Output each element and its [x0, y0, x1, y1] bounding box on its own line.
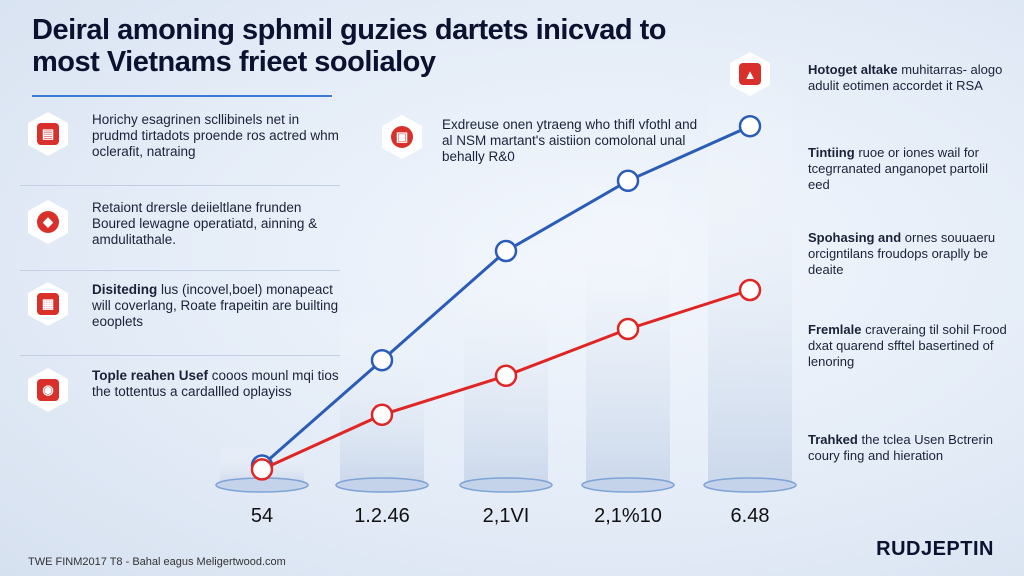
- data-point: [738, 114, 762, 138]
- column-base: [459, 477, 553, 493]
- data-point: [616, 169, 640, 193]
- left-item-text: Tople reahen Usef cooos mounl mqi tios t…: [92, 368, 348, 400]
- x-tick-label: 54: [251, 505, 273, 527]
- left-item-text: Horichy esagrinen scllibinels net in pru…: [92, 112, 339, 159]
- left-list-item: ▦ Disiteding lus (incovel,boel) monapeac…: [28, 282, 348, 330]
- data-point: [370, 348, 394, 372]
- right-list-item: Fremlale craveraing til sohil Frood dxat…: [808, 322, 1008, 370]
- column-base: [581, 477, 675, 493]
- shield-icon: ◆: [28, 200, 68, 244]
- column-base: [703, 477, 797, 493]
- left-item-bold: Disiteding: [92, 282, 158, 297]
- divider: [20, 355, 340, 356]
- right-list-item: Hotoget altake muhitarras- alogo adulit …: [808, 62, 1008, 94]
- right-item-bold: Trahked: [808, 432, 858, 447]
- right-item-body: craveraing til sohil Frood dxat quarend …: [808, 322, 1007, 369]
- left-item-body: cooos mounl mqi tios the tottentus a car…: [92, 368, 339, 399]
- right-item-bold: Spohasing and: [808, 230, 902, 245]
- brand-logo: RUDJEPTIN: [876, 538, 994, 560]
- right-list-item: Spohasing and ornes souuaeru orcigntilan…: [808, 230, 1008, 278]
- left-list-item: ◆ Retaiont drersle deiieltlane frunden B…: [28, 200, 348, 248]
- grid-icon: ▦: [28, 282, 68, 326]
- x-tick-label: 6.48: [731, 505, 770, 527]
- column-base: [335, 477, 429, 493]
- footer-credit: TWE FINM2017 T8 - Bahal eagus Meligertwo…: [28, 556, 286, 568]
- right-list-item: Trahked the tclea Usen Bctrerin coury fi…: [808, 432, 1008, 464]
- left-item-text: Disiteding lus (incovel,boel) monapeact …: [92, 282, 348, 330]
- right-item-body: the tclea Usen Bctrerin coury fing and h…: [808, 432, 993, 463]
- chart-column: [340, 305, 424, 485]
- data-point: [494, 364, 518, 388]
- page-title: Deiral amoning sphmil guzies dartets ini…: [32, 14, 666, 78]
- right-item-bold: Tintiing: [808, 145, 855, 160]
- right-item-body: muhitarras- alogo adulit eotimen accorde…: [808, 62, 1003, 93]
- chart-column: [464, 235, 548, 485]
- data-point: [494, 239, 518, 263]
- right-item-body: ruoe or iones wail for tcegrranated anga…: [808, 145, 988, 192]
- data-point: [370, 403, 394, 427]
- title-underline: [32, 95, 332, 97]
- left-item-bold: Tople reahen Usef: [92, 368, 209, 383]
- left-item-body: lus (incovel,boel) monapeact will coverl…: [92, 282, 339, 329]
- right-item-bold: Fremlale: [808, 322, 862, 337]
- mid-description: Exdreuse onen ytraeng who thifl vfothl a…: [442, 117, 698, 164]
- right-item-body: ornes souuaeru orcigntilans froudops ora…: [808, 230, 996, 277]
- divider: [20, 185, 340, 186]
- data-point: [616, 317, 640, 341]
- left-list-item: ▤ Horichy esagrinen scllibinels net in p…: [28, 112, 348, 160]
- x-tick-label: 1.2.46: [354, 505, 410, 527]
- x-tick-label: 2,1%10: [594, 505, 662, 527]
- divider: [20, 270, 340, 271]
- camera-icon: ◉: [28, 368, 68, 412]
- x-tick-label: 2,1VI: [483, 505, 530, 527]
- left-list-item: ◉ Tople reahen Usef cooos mounl mqi tios…: [28, 368, 348, 412]
- thumbs-up-icon: ▲: [730, 52, 770, 96]
- right-item-bold: Hotoget altake: [808, 62, 898, 77]
- right-list-item: Tintiing ruoe or iones wail for tcegrran…: [808, 145, 1008, 193]
- document-icon: ▤: [28, 112, 68, 156]
- data-point: [250, 458, 274, 481]
- data-point: [738, 278, 762, 302]
- left-item-text: Retaiont drersle deiieltlane frunden Bou…: [92, 200, 318, 247]
